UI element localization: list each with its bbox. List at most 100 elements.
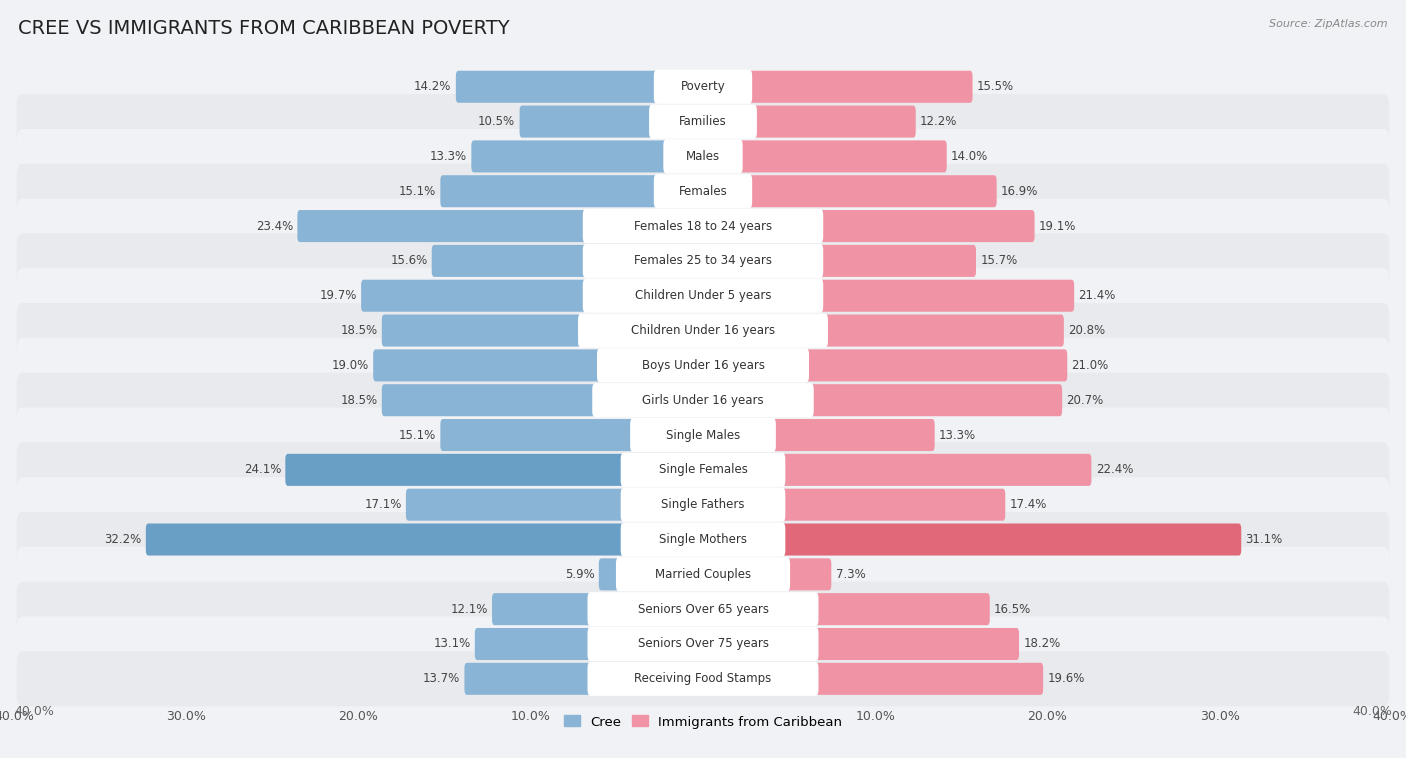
FancyBboxPatch shape (700, 105, 915, 138)
Text: 21.4%: 21.4% (1078, 290, 1116, 302)
Text: Females 25 to 34 years: Females 25 to 34 years (634, 255, 772, 268)
Text: 32.2%: 32.2% (104, 533, 142, 546)
Text: 18.2%: 18.2% (1024, 637, 1060, 650)
FancyBboxPatch shape (588, 662, 818, 696)
Text: 14.0%: 14.0% (950, 150, 988, 163)
FancyBboxPatch shape (700, 70, 973, 103)
FancyBboxPatch shape (492, 594, 706, 625)
FancyBboxPatch shape (582, 244, 824, 278)
FancyBboxPatch shape (432, 245, 706, 277)
FancyBboxPatch shape (616, 557, 790, 591)
FancyBboxPatch shape (17, 651, 1389, 706)
Text: CREE VS IMMIGRANTS FROM CARIBBEAN POVERTY: CREE VS IMMIGRANTS FROM CARIBBEAN POVERT… (18, 19, 510, 38)
FancyBboxPatch shape (654, 70, 752, 104)
Text: Females: Females (679, 185, 727, 198)
FancyBboxPatch shape (17, 338, 1389, 393)
FancyBboxPatch shape (475, 628, 706, 660)
FancyBboxPatch shape (700, 454, 1091, 486)
FancyBboxPatch shape (700, 315, 1064, 346)
Text: 16.9%: 16.9% (1001, 185, 1039, 198)
FancyBboxPatch shape (582, 279, 824, 313)
Text: Boys Under 16 years: Boys Under 16 years (641, 359, 765, 372)
FancyBboxPatch shape (298, 210, 706, 242)
Text: 19.6%: 19.6% (1047, 672, 1085, 685)
Text: 17.1%: 17.1% (364, 498, 402, 511)
Text: 31.1%: 31.1% (1246, 533, 1282, 546)
FancyBboxPatch shape (630, 418, 776, 452)
FancyBboxPatch shape (17, 478, 1389, 532)
Text: Single Mothers: Single Mothers (659, 533, 747, 546)
Text: 14.2%: 14.2% (415, 80, 451, 93)
Text: Girls Under 16 years: Girls Under 16 years (643, 393, 763, 407)
Text: Single Males: Single Males (666, 428, 740, 441)
Text: 24.1%: 24.1% (243, 463, 281, 476)
Text: 22.4%: 22.4% (1095, 463, 1133, 476)
FancyBboxPatch shape (382, 315, 706, 346)
Text: 13.3%: 13.3% (430, 150, 467, 163)
FancyBboxPatch shape (700, 489, 1005, 521)
FancyBboxPatch shape (520, 105, 706, 138)
Text: Seniors Over 75 years: Seniors Over 75 years (637, 637, 769, 650)
Text: 18.5%: 18.5% (340, 393, 377, 407)
Text: Children Under 5 years: Children Under 5 years (634, 290, 772, 302)
FancyBboxPatch shape (588, 592, 818, 626)
FancyBboxPatch shape (17, 616, 1389, 672)
FancyBboxPatch shape (700, 594, 990, 625)
FancyBboxPatch shape (17, 59, 1389, 114)
FancyBboxPatch shape (17, 303, 1389, 358)
FancyBboxPatch shape (588, 627, 818, 661)
FancyBboxPatch shape (700, 628, 1019, 660)
FancyBboxPatch shape (700, 559, 831, 590)
Text: 15.6%: 15.6% (391, 255, 427, 268)
FancyBboxPatch shape (700, 662, 1043, 695)
Text: Single Females: Single Females (658, 463, 748, 476)
Text: 13.3%: 13.3% (939, 428, 976, 441)
Text: Children Under 16 years: Children Under 16 years (631, 324, 775, 337)
FancyBboxPatch shape (456, 70, 706, 103)
FancyBboxPatch shape (471, 140, 706, 172)
Text: Source: ZipAtlas.com: Source: ZipAtlas.com (1270, 19, 1388, 29)
Text: Females 18 to 24 years: Females 18 to 24 years (634, 220, 772, 233)
Text: Poverty: Poverty (681, 80, 725, 93)
FancyBboxPatch shape (700, 280, 1074, 312)
FancyBboxPatch shape (700, 140, 946, 172)
Text: 15.1%: 15.1% (399, 428, 436, 441)
Text: 19.0%: 19.0% (332, 359, 368, 372)
FancyBboxPatch shape (700, 419, 935, 451)
FancyBboxPatch shape (406, 489, 706, 521)
FancyBboxPatch shape (17, 164, 1389, 219)
Text: 15.1%: 15.1% (399, 185, 436, 198)
FancyBboxPatch shape (382, 384, 706, 416)
FancyBboxPatch shape (17, 268, 1389, 323)
Text: 12.1%: 12.1% (450, 603, 488, 615)
FancyBboxPatch shape (598, 349, 808, 383)
FancyBboxPatch shape (664, 139, 742, 174)
Text: Seniors Over 65 years: Seniors Over 65 years (637, 603, 769, 615)
Text: Married Couples: Married Couples (655, 568, 751, 581)
FancyBboxPatch shape (700, 349, 1067, 381)
Text: Receiving Food Stamps: Receiving Food Stamps (634, 672, 772, 685)
FancyBboxPatch shape (700, 175, 997, 207)
Text: 18.5%: 18.5% (340, 324, 377, 337)
Text: 17.4%: 17.4% (1010, 498, 1047, 511)
Text: 15.7%: 15.7% (980, 255, 1018, 268)
Text: 40.0%: 40.0% (14, 705, 53, 718)
FancyBboxPatch shape (650, 105, 756, 139)
FancyBboxPatch shape (620, 453, 786, 487)
FancyBboxPatch shape (285, 454, 706, 486)
FancyBboxPatch shape (578, 314, 828, 348)
FancyBboxPatch shape (146, 524, 706, 556)
FancyBboxPatch shape (17, 581, 1389, 637)
FancyBboxPatch shape (440, 419, 706, 451)
Text: 20.7%: 20.7% (1066, 393, 1104, 407)
Text: 16.5%: 16.5% (994, 603, 1032, 615)
Text: 21.0%: 21.0% (1071, 359, 1109, 372)
Text: 23.4%: 23.4% (256, 220, 292, 233)
FancyBboxPatch shape (17, 443, 1389, 497)
FancyBboxPatch shape (700, 384, 1062, 416)
FancyBboxPatch shape (654, 174, 752, 208)
FancyBboxPatch shape (464, 662, 706, 695)
FancyBboxPatch shape (17, 129, 1389, 184)
FancyBboxPatch shape (620, 522, 786, 556)
FancyBboxPatch shape (17, 94, 1389, 149)
